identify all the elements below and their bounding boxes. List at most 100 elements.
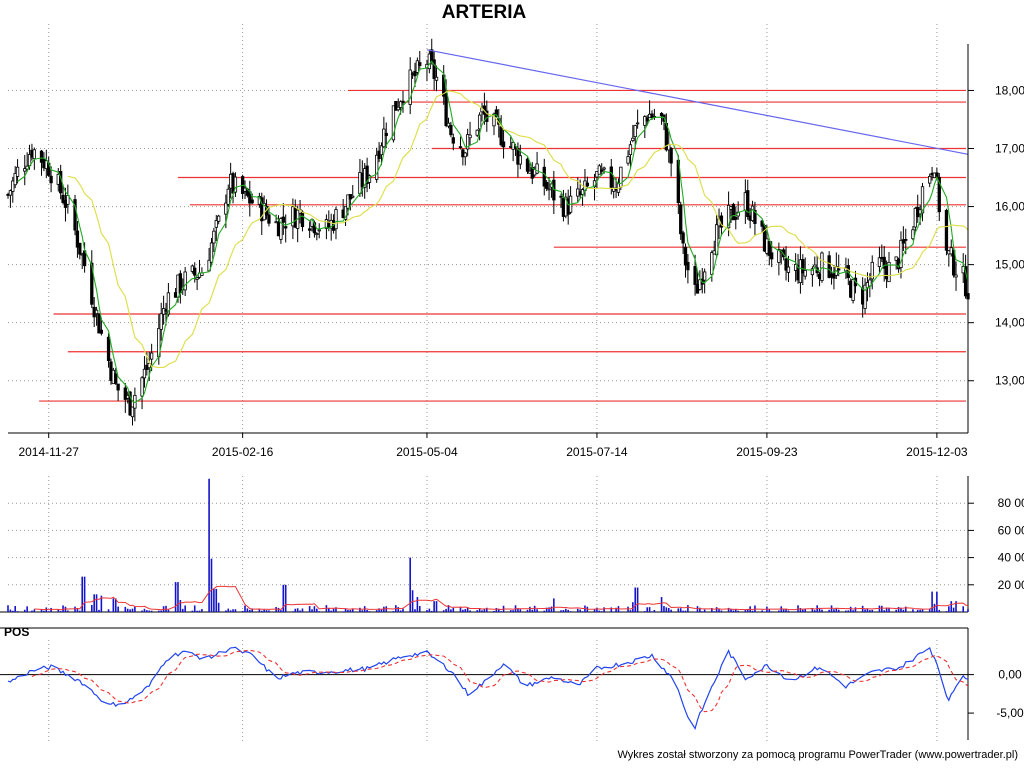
candle-body	[226, 188, 230, 205]
candle-body	[446, 122, 451, 127]
candle-body	[753, 209, 757, 224]
candle-body	[106, 336, 111, 361]
candle-body	[801, 259, 805, 274]
candle-body	[475, 129, 479, 136]
candle-body	[899, 239, 903, 268]
candle-body	[334, 209, 338, 230]
candle-body	[147, 362, 151, 369]
candle-body	[734, 217, 738, 220]
candle-body	[159, 313, 163, 330]
candle-body	[212, 230, 216, 244]
candle-body	[913, 207, 917, 228]
candle-body	[73, 199, 77, 231]
candle-body	[525, 158, 530, 172]
candle-body	[485, 110, 489, 122]
candle-body	[920, 186, 925, 214]
candle-body	[250, 199, 254, 204]
candle-body	[518, 155, 522, 165]
candle-body	[477, 114, 482, 130]
candle-body	[284, 226, 288, 229]
candle-body	[217, 215, 221, 222]
price-x-tick-label: 2014-11-27	[18, 445, 79, 459]
candle-body	[501, 141, 506, 148]
price-x-tick-label: 2015-07-14	[566, 445, 628, 459]
candle-body	[542, 166, 546, 187]
candle-body	[209, 242, 214, 263]
candle-body	[466, 134, 470, 150]
candle-body	[382, 128, 386, 148]
candle-body	[408, 69, 412, 105]
candle-body	[39, 150, 44, 163]
price-y-tick-label: 13,00	[995, 374, 1024, 388]
candle-body	[511, 142, 515, 150]
candle-body	[870, 261, 874, 280]
candle-body	[803, 270, 807, 277]
candle-body	[703, 271, 707, 281]
volume-y-tick-label: 80 000	[998, 496, 1024, 510]
candle-body	[312, 222, 317, 234]
candle-body	[686, 261, 690, 271]
candle-body	[635, 122, 640, 125]
candle-body	[731, 203, 736, 221]
candle-body	[90, 262, 94, 305]
candle-body	[937, 176, 941, 213]
candle-body	[628, 144, 633, 156]
candle-body	[432, 59, 436, 79]
candle-body	[726, 204, 731, 229]
candle-body	[267, 214, 271, 224]
candle-body	[458, 146, 463, 149]
pos-y-tick-label: -5,00	[996, 706, 1024, 720]
candle-body	[882, 256, 886, 269]
candle-body	[786, 266, 791, 273]
price-x-tick-label: 2015-05-04	[396, 445, 458, 459]
candle-body	[494, 109, 499, 118]
candle-body	[631, 137, 635, 142]
candle-body	[767, 241, 771, 256]
candle-body	[140, 377, 144, 397]
candle-body	[32, 149, 36, 159]
candle-body	[391, 105, 396, 141]
candle-body	[384, 132, 388, 136]
candle-body	[178, 273, 183, 294]
candle-body	[928, 176, 932, 184]
price-y-tick-label: 15,00	[995, 258, 1024, 272]
price-y-tick-label: 14,00	[995, 316, 1024, 330]
candle-body	[535, 163, 539, 174]
candle-body	[451, 137, 455, 144]
candle-body	[693, 266, 697, 285]
candle-body	[193, 267, 197, 276]
candle-body	[61, 194, 65, 203]
candle-body	[585, 182, 590, 187]
candle-body	[365, 165, 369, 184]
candle-body	[396, 106, 400, 111]
candle-body	[116, 383, 120, 391]
candle-body	[777, 249, 781, 263]
candle-body	[11, 180, 15, 192]
candle-body	[863, 284, 867, 309]
candle-body	[951, 249, 956, 276]
pos-panel: POS 0,00 -5,00	[0, 625, 1024, 740]
candle-body	[600, 169, 604, 172]
candle-body	[810, 268, 815, 276]
chart-title: ARTERIA	[441, 2, 527, 23]
candle-body	[224, 202, 228, 215]
volume-panel: 20 000 40 000 60 000 80 000	[0, 476, 1024, 613]
volume-y-tick-label: 60 000	[998, 523, 1024, 537]
price-candles	[6, 38, 970, 426]
price-x-tick-label: 2015-09-23	[736, 445, 798, 459]
candle-body	[300, 211, 305, 228]
candle-body	[877, 257, 882, 267]
pos-line	[7, 646, 969, 730]
candle-body	[784, 258, 788, 271]
price-x-tick-label: 2015-02-16	[212, 445, 274, 459]
candle-body	[683, 246, 688, 266]
volume-y-tick-label: 40 000	[998, 551, 1024, 565]
pos-panel-label: POS	[4, 625, 29, 639]
candle-body	[281, 216, 285, 223]
candle-body	[418, 62, 422, 66]
candle-body	[394, 101, 398, 111]
candle-body	[13, 173, 17, 186]
candle-body	[609, 166, 613, 188]
candle-body	[114, 373, 118, 384]
